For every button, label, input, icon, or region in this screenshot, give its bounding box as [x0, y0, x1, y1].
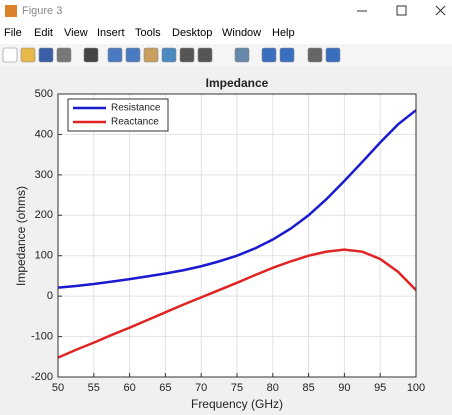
x-tick-label: 100 — [407, 382, 425, 394]
toolbar-button[interactable] — [261, 47, 277, 63]
toolbar-button[interactable] — [197, 47, 213, 63]
title-bar — [0, 0, 452, 22]
toolbar-button[interactable] — [179, 47, 195, 63]
x-tick-label: 55 — [88, 382, 100, 394]
x-tick-label: 65 — [159, 382, 171, 394]
toolbar-button[interactable] — [161, 47, 177, 63]
series-line — [57, 109, 417, 289]
x-tick-label: 80 — [267, 382, 279, 394]
y-axis-label: Impedance (ohms) — [14, 186, 28, 286]
app-icon — [5, 5, 17, 17]
toolbar-button[interactable] — [143, 47, 159, 63]
menu-item[interactable]: Edit — [34, 27, 53, 39]
legend-label: Resistance — [111, 103, 161, 114]
toolbar-button[interactable] — [38, 47, 54, 63]
toolbar-button[interactable] — [20, 47, 36, 63]
y-tick-label: 300 — [35, 169, 53, 181]
x-axis-label: Frequency (GHz) — [191, 397, 283, 411]
x-tick-label: 60 — [123, 382, 135, 394]
x-tick-label: 70 — [195, 382, 207, 394]
window-title: Figure 3 — [22, 5, 62, 17]
x-tick-label: 90 — [338, 382, 350, 394]
axes-box — [57, 93, 417, 378]
y-tick-label: 100 — [35, 250, 53, 262]
menu-bar — [0, 22, 452, 44]
x-tick-label: 95 — [374, 382, 386, 394]
menu-item[interactable]: Insert — [97, 27, 125, 39]
y-tick-label: 500 — [35, 88, 53, 100]
toolbar-button[interactable] — [234, 47, 250, 63]
menu-item[interactable]: Tools — [135, 27, 161, 39]
legend-box — [67, 98, 169, 132]
y-tick-label: -200 — [31, 371, 53, 383]
menu-item[interactable]: View — [64, 27, 88, 39]
y-tick-label: -100 — [31, 330, 53, 342]
x-tick-label: 50 — [52, 382, 64, 394]
y-tick-label: 0 — [47, 290, 53, 302]
toolbar-button[interactable] — [56, 47, 72, 63]
x-tick-label: 85 — [302, 382, 314, 394]
y-tick-label: 400 — [35, 128, 53, 140]
x-tick-label: 75 — [231, 382, 243, 394]
toolbar-button[interactable] — [325, 47, 341, 63]
toolbar-button[interactable] — [83, 47, 99, 63]
menu-item[interactable]: File — [4, 27, 22, 39]
toolbar-button[interactable] — [2, 47, 18, 63]
maximize-button[interactable] — [396, 5, 407, 16]
menu-item[interactable]: Desktop — [172, 27, 212, 39]
chart-title: Impedance — [206, 76, 269, 90]
series-line — [57, 248, 417, 359]
y-tick-label: 200 — [35, 209, 53, 221]
toolbar-button[interactable] — [107, 47, 123, 63]
toolbar-button[interactable] — [125, 47, 141, 63]
toolbar-button[interactable] — [307, 47, 323, 63]
menu-item[interactable]: Window — [222, 27, 261, 39]
menu-item[interactable]: Help — [272, 27, 295, 39]
close-button[interactable] — [435, 5, 446, 16]
legend-label: Reactance — [111, 117, 159, 128]
toolbar-button[interactable] — [279, 47, 295, 63]
